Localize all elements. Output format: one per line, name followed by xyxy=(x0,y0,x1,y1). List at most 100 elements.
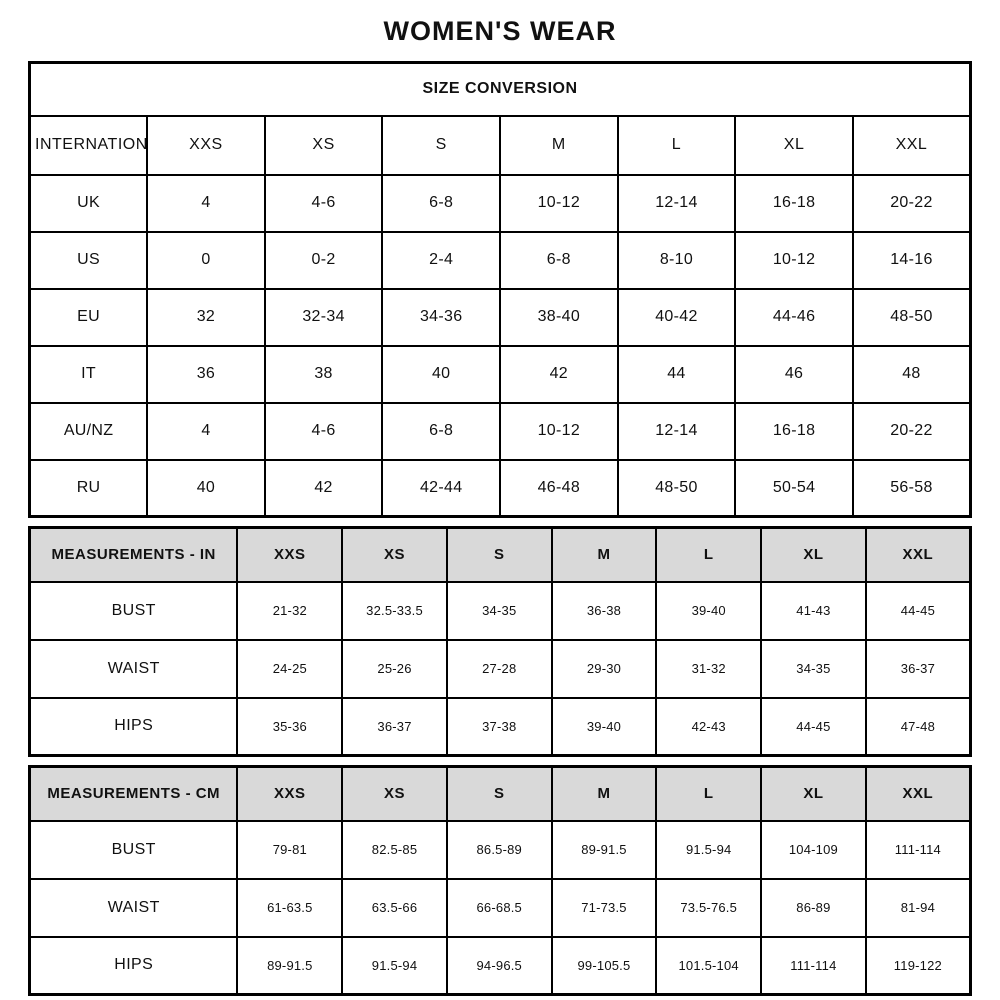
table-cell: 21-32 xyxy=(236,580,344,641)
row-label: HIPS xyxy=(28,935,239,996)
table-cell: 79-81 xyxy=(236,819,344,880)
column-header-size: XXL xyxy=(851,114,972,176)
table-row: US 0 0-2 2-4 6-8 8-10 10-12 14-16 xyxy=(28,230,972,290)
table-cell: 63.5-66 xyxy=(341,877,448,938)
column-header-size: S xyxy=(381,114,501,176)
table-cell: 4-6 xyxy=(263,173,384,233)
table-cell: 2-4 xyxy=(381,230,501,290)
column-header-size: XL xyxy=(760,765,867,822)
table-cell: 40 xyxy=(381,344,501,404)
column-header-size: XXL xyxy=(864,526,972,583)
table-cell: 104-109 xyxy=(760,819,867,880)
row-label: RU xyxy=(28,458,149,518)
column-header-label: MEASUREMENTS - IN xyxy=(28,526,239,583)
table-cell: 40-42 xyxy=(616,287,737,347)
table-row: HIPS 89-91.5 91.5-94 94-96.5 99-105.5 101.5-1… xyxy=(28,935,972,996)
table-cell: 91.5-94 xyxy=(341,935,448,996)
table-cell: 46-48 xyxy=(499,458,619,518)
table-cell: 10-12 xyxy=(499,401,619,461)
table-cell: 10-12 xyxy=(734,230,854,290)
table-cell: 42-44 xyxy=(381,458,501,518)
column-header-size: L xyxy=(616,114,737,176)
table-cell: 14-16 xyxy=(851,230,972,290)
column-header-row: MEASUREMENTS - CM XXS XS S M L XL XXL xyxy=(28,765,972,822)
row-label: EU xyxy=(28,287,149,347)
row-label: UK xyxy=(28,173,149,233)
table-cell: 20-22 xyxy=(851,401,972,461)
column-header-size: L xyxy=(655,765,763,822)
table-cell: 94-96.5 xyxy=(445,935,553,996)
column-header-size: XL xyxy=(760,526,867,583)
table-cell: 50-54 xyxy=(734,458,854,518)
row-label: US xyxy=(28,230,149,290)
table-cell: 6-8 xyxy=(381,173,501,233)
table-cell: 20-22 xyxy=(851,173,972,233)
table-cell: 4 xyxy=(146,173,266,233)
table-cell: 91.5-94 xyxy=(655,819,763,880)
table-cell: 8-10 xyxy=(616,230,737,290)
table-row: BUST 79-81 82.5-85 86.5-89 89-91.5 91.5-94 104… xyxy=(28,819,972,880)
table-cell: 48-50 xyxy=(851,287,972,347)
table-cell: 41-43 xyxy=(760,580,867,641)
table-row: AU/NZ 4 4-6 6-8 10-12 12-14 16-18 20-22 xyxy=(28,401,972,461)
column-header-size: XXS xyxy=(236,765,344,822)
table-cell: 44-45 xyxy=(760,696,867,757)
table-cell: 16-18 xyxy=(734,173,854,233)
table-cell: 27-28 xyxy=(445,638,553,699)
table-cell: 36-37 xyxy=(864,638,972,699)
table-cell: 32.5-33.5 xyxy=(341,580,448,641)
table-cell: 71-73.5 xyxy=(550,877,658,938)
table-cell: 48 xyxy=(851,344,972,404)
column-header-label: MEASUREMENTS - CM xyxy=(28,765,239,822)
table-cell: 12-14 xyxy=(616,401,737,461)
table-cell: 44-45 xyxy=(864,580,972,641)
size-conversion-table: SIZE CONVERSION INTERNATIONALXXSXSSMLXLX… xyxy=(28,61,972,518)
table-cell: 6-8 xyxy=(381,401,501,461)
column-header-size: XXL xyxy=(864,765,972,822)
measurements-in-table: MEASUREMENTS - IN XXS XS S M L XL XXL BUST 21-32 3… xyxy=(28,526,972,757)
table-cell: 24-25 xyxy=(236,638,344,699)
table-cell: 81-94 xyxy=(864,877,972,938)
size-conversion-banner-row: SIZE CONVERSION xyxy=(28,61,972,117)
column-header-size: XL xyxy=(734,114,854,176)
table-cell: 86.5-89 xyxy=(445,819,553,880)
page-title: WOMEN'S WEAR xyxy=(383,16,617,46)
column-header-size: XS xyxy=(341,526,448,583)
column-header-size: S xyxy=(445,765,553,822)
row-label: IT xyxy=(28,344,149,404)
column-header-size: XXS xyxy=(146,114,266,176)
column-header-size: M xyxy=(550,526,658,583)
table-cell: 111-114 xyxy=(864,819,972,880)
column-header-size: S xyxy=(445,526,553,583)
column-header-size: XS xyxy=(263,114,384,176)
table-cell: 89-91.5 xyxy=(550,819,658,880)
table-cell: 38-40 xyxy=(499,287,619,347)
table-cell: 111-114 xyxy=(760,935,867,996)
table-cell: 37-38 xyxy=(445,696,553,757)
column-header-size: M xyxy=(550,765,658,822)
table-cell: 46 xyxy=(734,344,854,404)
table-cell: 89-91.5 xyxy=(236,935,344,996)
table-cell: 34-36 xyxy=(381,287,501,347)
table-cell: 39-40 xyxy=(655,580,763,641)
column-header-size: XS xyxy=(341,765,448,822)
row-label: AU/NZ xyxy=(28,401,149,461)
row-label: WAIST xyxy=(28,638,239,699)
column-header-row: MEASUREMENTS - IN XXS XS S M L XL XXL xyxy=(28,526,972,583)
table-cell: 48-50 xyxy=(616,458,737,518)
table-cell: 42 xyxy=(499,344,619,404)
size-conversion-title: SIZE CONVERSION xyxy=(28,61,972,117)
table-cell: 39-40 xyxy=(550,696,658,757)
table-cell: 4-6 xyxy=(263,401,384,461)
table-cell: 0-2 xyxy=(263,230,384,290)
table-cell: 32-34 xyxy=(263,287,384,347)
table-cell: 36 xyxy=(146,344,266,404)
table-row: HIPS 35-36 36-37 37-38 39-40 42-43 44-45 47-48 xyxy=(28,696,972,757)
column-header-size: L xyxy=(655,526,763,583)
row-label: BUST xyxy=(28,580,239,641)
table-cell: 36-38 xyxy=(550,580,658,641)
table-row: RU 40 42 42-44 46-48 48-50 50-54 56-58 xyxy=(28,458,972,518)
column-header-row: INTERNATIONALXXSXSSMLXLXXL xyxy=(28,114,972,176)
table-cell: 56-58 xyxy=(851,458,972,518)
